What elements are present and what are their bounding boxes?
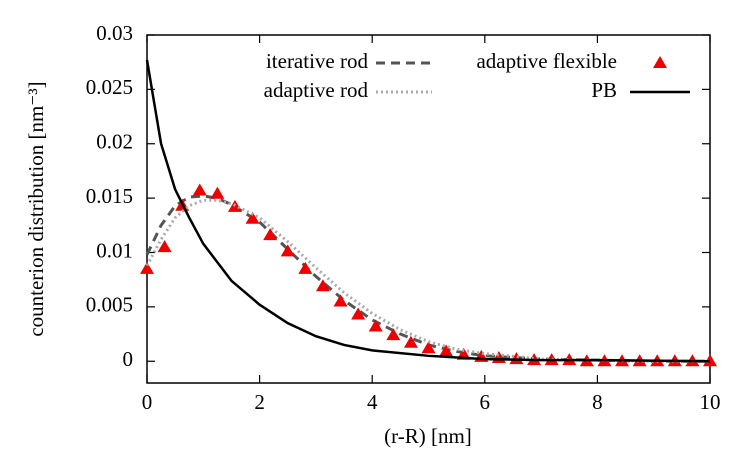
plot-frame xyxy=(146,34,711,384)
data-point xyxy=(280,244,295,257)
legend-label: PB xyxy=(591,78,617,102)
data-point xyxy=(210,186,225,199)
data-point xyxy=(157,240,172,253)
data-line xyxy=(145,194,710,363)
data-point xyxy=(439,344,454,357)
x-tick-label: 10 xyxy=(700,390,721,414)
data-point xyxy=(386,328,401,341)
legend-label: iterative rod xyxy=(266,49,369,73)
y-tick-label: 0.015 xyxy=(86,184,133,208)
data-line xyxy=(145,59,711,363)
y-tick-label: 0.03 xyxy=(96,21,133,45)
y-axis-label: counterion distribution [nm⁻³] xyxy=(24,81,48,336)
data-line xyxy=(145,198,710,363)
legend-label: adaptive flexible xyxy=(476,49,617,73)
y-tick-label: 0.01 xyxy=(96,238,133,262)
x-tick-label: 6 xyxy=(480,390,491,414)
data-point xyxy=(298,261,313,274)
data-point xyxy=(509,352,524,365)
legend-label: adaptive rod xyxy=(264,78,369,102)
data-point xyxy=(351,307,366,320)
data-point xyxy=(333,294,348,307)
data-point xyxy=(368,319,383,332)
x-axis-label: (r-R) [nm] xyxy=(384,424,472,448)
x-tick-label: 4 xyxy=(367,390,378,414)
data-point xyxy=(192,183,207,196)
y-tick-label: 0 xyxy=(123,347,134,371)
x-tick-label: 8 xyxy=(592,390,603,414)
data-point xyxy=(140,261,154,274)
y-tick-label: 0.025 xyxy=(86,75,133,99)
x-tick-label: 0 xyxy=(142,390,153,414)
data-point xyxy=(421,341,436,354)
x-tick-label: 2 xyxy=(254,390,265,414)
data-point xyxy=(315,279,330,292)
legend-swatch xyxy=(653,56,667,68)
y-tick-label: 0.02 xyxy=(96,130,133,154)
data-point xyxy=(403,335,418,348)
y-tick-label: 0.005 xyxy=(86,293,133,317)
data-point xyxy=(263,228,278,241)
data-point xyxy=(245,211,260,224)
